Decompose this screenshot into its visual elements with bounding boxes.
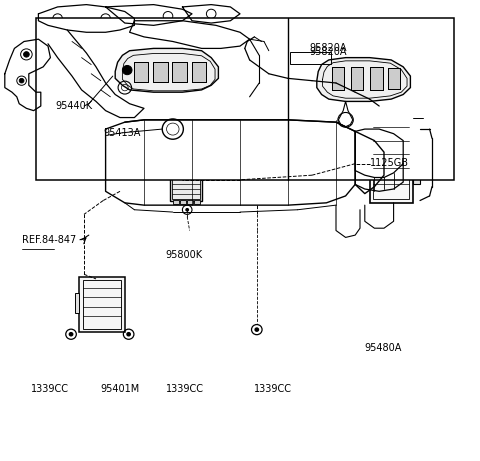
Bar [413, 124, 420, 143]
Text: 1339CC: 1339CC [31, 384, 69, 394]
Polygon shape [317, 58, 410, 101]
Polygon shape [115, 48, 218, 92]
Bar [367, 154, 398, 164]
Bar [172, 179, 200, 199]
Bar [192, 62, 206, 82]
Bar [134, 62, 148, 82]
Bar [332, 67, 344, 90]
Bar [373, 119, 409, 199]
Bar [332, 67, 344, 90]
Bar [370, 67, 383, 90]
Bar [370, 115, 413, 203]
Circle shape [122, 65, 132, 75]
Bar [170, 177, 202, 201]
Bar [351, 67, 363, 90]
Bar [367, 166, 398, 173]
Text: 95480A: 95480A [365, 343, 402, 353]
Circle shape [19, 78, 24, 83]
Circle shape [185, 208, 189, 212]
Text: 95413A: 95413A [103, 128, 141, 138]
Text: 1339CC: 1339CC [166, 384, 204, 394]
Circle shape [427, 115, 432, 120]
Bar [413, 148, 420, 184]
Text: 95820A: 95820A [310, 47, 347, 57]
Bar [351, 67, 363, 90]
Bar [388, 68, 400, 89]
Text: 1125GB: 1125GB [370, 158, 408, 168]
Bar [153, 62, 168, 82]
Bar [192, 62, 206, 82]
Circle shape [24, 52, 29, 57]
Bar [370, 67, 383, 90]
Text: 95440K: 95440K [55, 100, 92, 111]
Bar [388, 68, 400, 89]
Text: REF.84-847: REF.84-847 [22, 235, 76, 245]
Bar [134, 62, 148, 82]
Bar [194, 200, 200, 204]
Text: 95401M: 95401M [101, 384, 140, 394]
Bar [290, 52, 331, 64]
Bar [172, 62, 187, 82]
Circle shape [69, 332, 73, 337]
Bar [75, 293, 79, 313]
Circle shape [126, 332, 131, 337]
Bar [187, 200, 193, 204]
Bar [172, 62, 187, 82]
Bar [173, 200, 179, 204]
Text: 1339CC: 1339CC [254, 384, 292, 394]
Circle shape [254, 327, 259, 332]
Bar [180, 200, 186, 204]
Bar [79, 277, 125, 332]
Text: 95820A: 95820A [310, 43, 347, 53]
Bar [83, 280, 121, 329]
Bar [36, 18, 454, 180]
Bar [153, 62, 168, 82]
Text: 95800K: 95800K [166, 250, 203, 260]
